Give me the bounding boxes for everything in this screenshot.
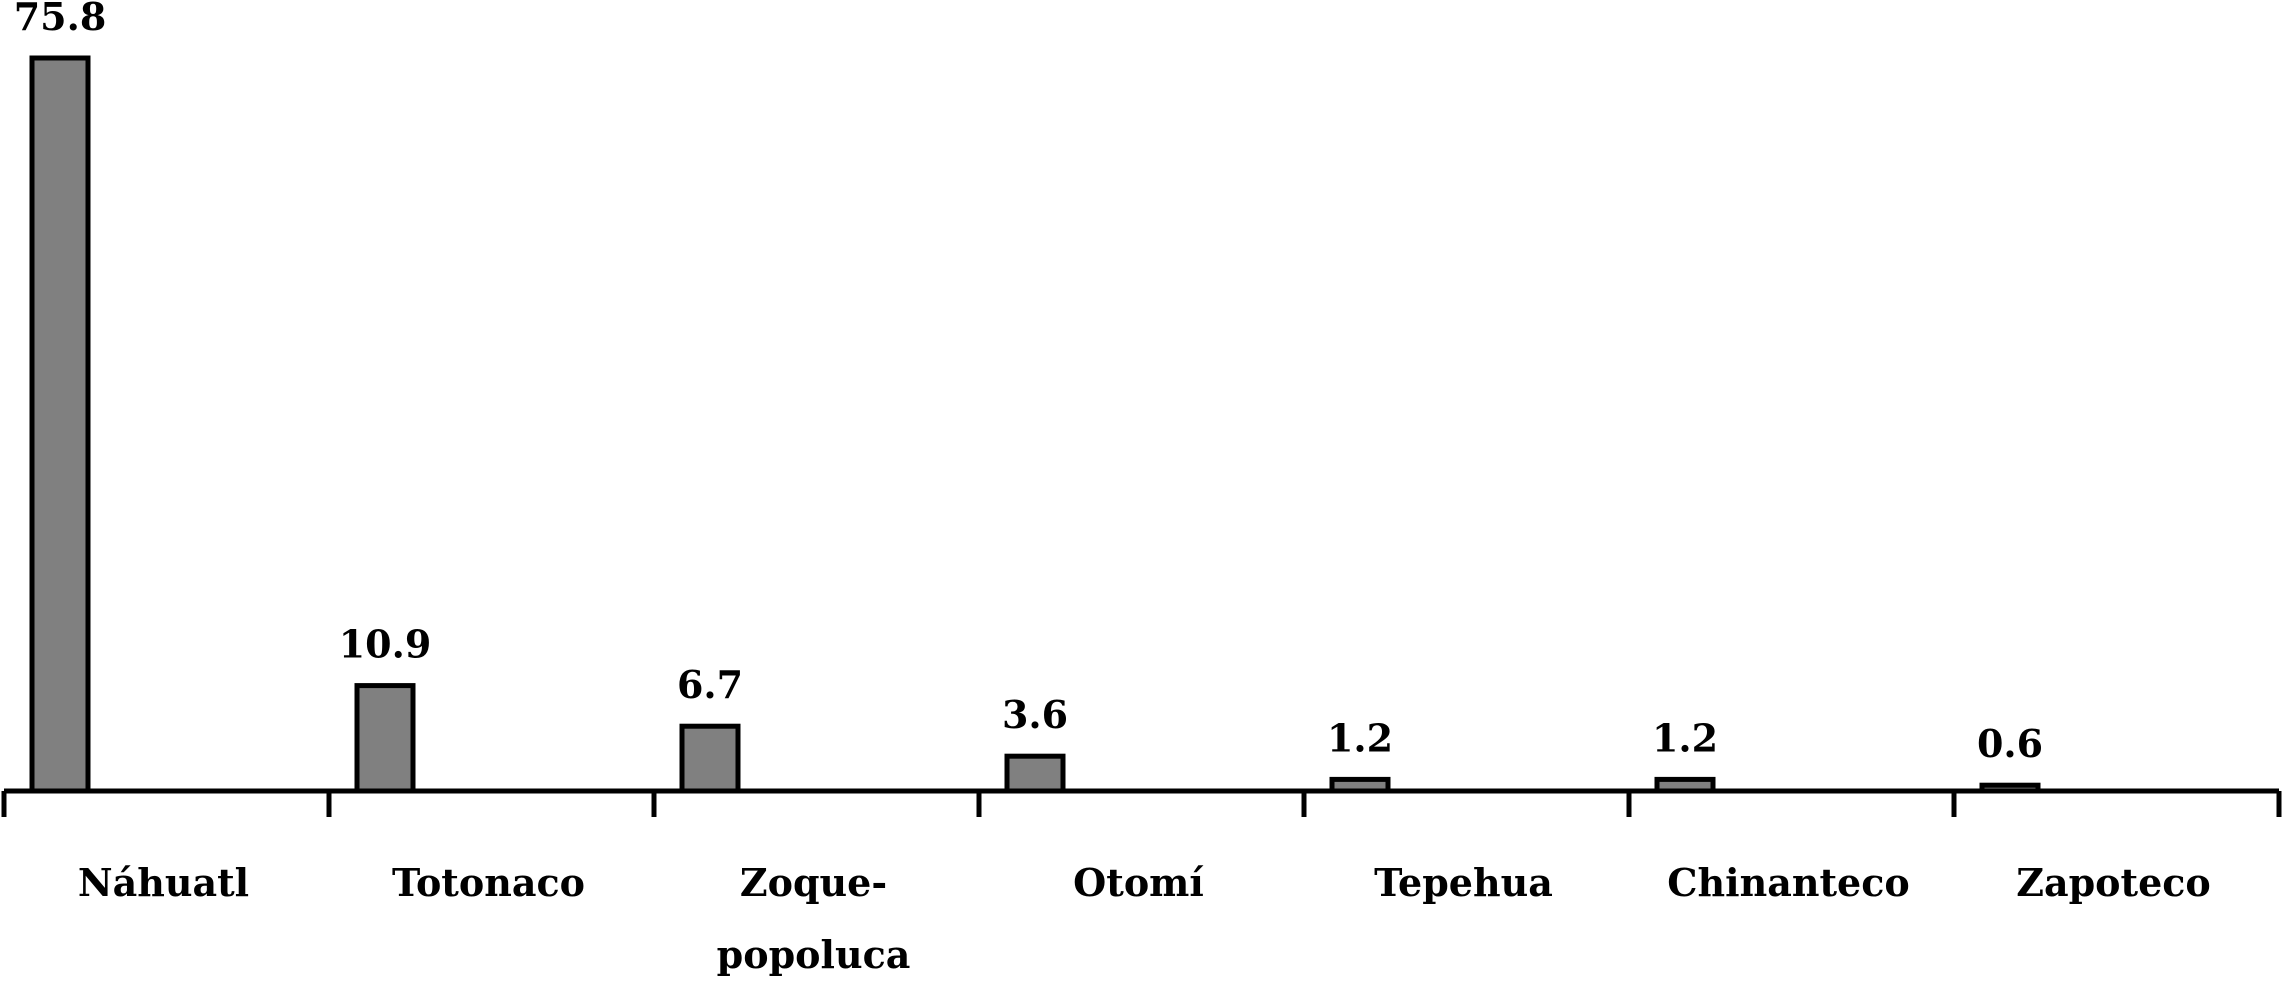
bar-value-label: 3.6	[1002, 692, 1068, 737]
category-label: Zapoteco	[2016, 860, 2211, 905]
category-label: Náhuatl	[78, 860, 249, 905]
ticks-layer	[1, 791, 2282, 817]
bar	[1004, 753, 1066, 794]
category-label: Tepehua	[1374, 860, 1553, 905]
category-labels-layer: Náhuatl Totonaco Zoque-popoluca Otomí Tepehu…	[78, 860, 2211, 977]
bars-layer	[29, 55, 2041, 794]
bar-value-label: 75.8	[14, 0, 107, 39]
category-label: Totonaco	[392, 860, 585, 905]
bar-value-label: 1.2	[1652, 715, 1718, 760]
bar	[29, 55, 91, 794]
value-labels-layer: 75.8 10.9 6.7 3.6 1.2 1.2 0.6	[14, 0, 2043, 766]
bar-value-label: 1.2	[1327, 715, 1393, 760]
category-label: Zoque-	[740, 860, 887, 905]
bar-value-label: 0.6	[1977, 721, 2043, 766]
bar-value-label: 10.9	[339, 622, 432, 667]
category-label: popoluca	[717, 932, 911, 977]
category-label: Otomí	[1073, 860, 1204, 905]
bar-value-label: 6.7	[677, 662, 743, 707]
category-label: Chinanteco	[1667, 860, 1909, 905]
bar	[354, 683, 416, 794]
bar	[679, 723, 741, 794]
